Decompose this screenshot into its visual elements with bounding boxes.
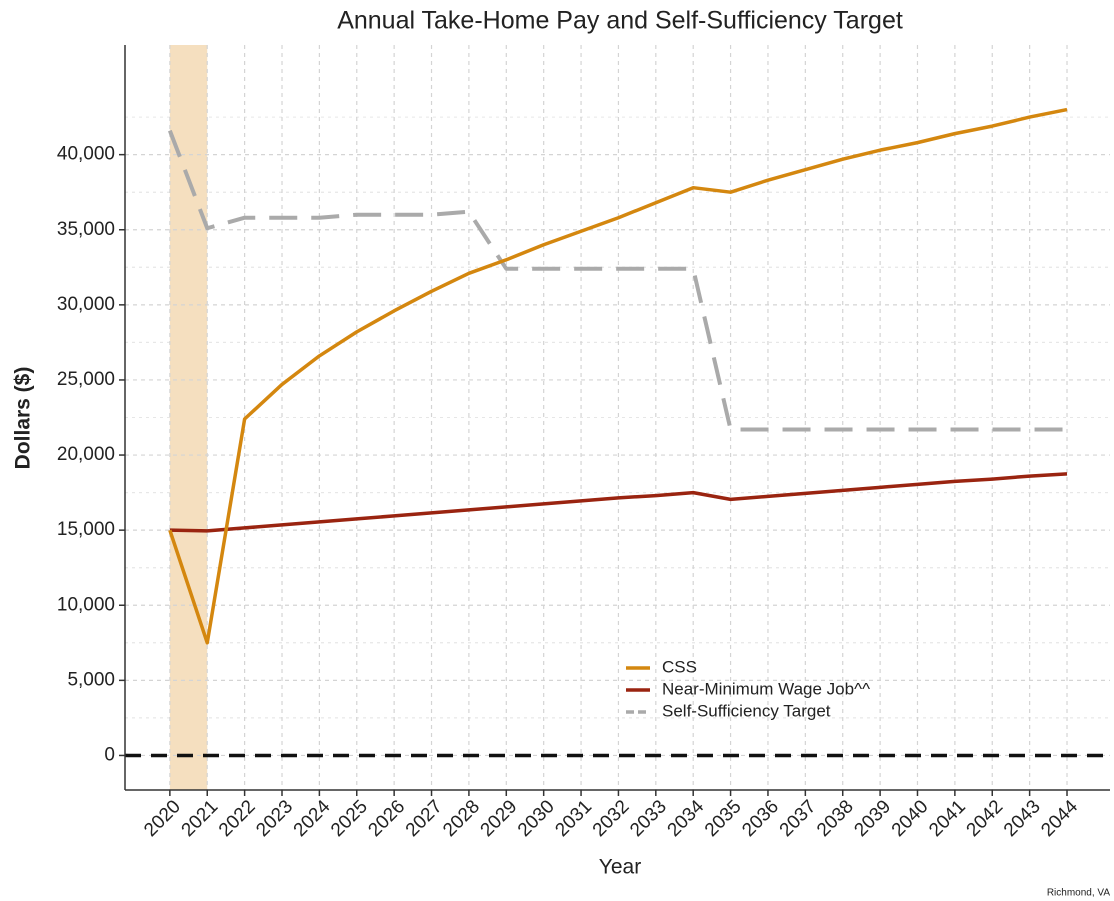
y-tick-label: 35,000 (57, 219, 115, 240)
x-tick-label: 2041 (925, 796, 970, 841)
x-tick-label: 2039 (850, 796, 895, 841)
x-tick-label: 2024 (290, 796, 335, 841)
x-tick-label: 2043 (1000, 796, 1045, 841)
x-tick-label: 2037 (776, 796, 821, 841)
x-tick-label: 2034 (664, 796, 709, 841)
x-tick-label: 2032 (589, 796, 634, 841)
x-tick-label: 2028 (439, 796, 484, 841)
x-tick-label: 2023 (252, 796, 297, 841)
x-tick-label: 2031 (551, 796, 596, 841)
y-tick-label: 25,000 (57, 369, 115, 390)
y-tick-label: 30,000 (57, 294, 115, 315)
x-tick-label: 2026 (364, 796, 409, 841)
x-tick-label: 2020 (140, 796, 185, 841)
caption: Richmond, VA (1047, 888, 1111, 899)
x-tick-label: 2021 (178, 796, 223, 841)
x-tick-label: 2038 (813, 796, 858, 841)
x-tick-label: 2036 (738, 796, 783, 841)
y-tick-label: 0 (104, 744, 115, 765)
x-tick-label: 2033 (626, 796, 671, 841)
y-tick-label: 40,000 (57, 144, 115, 165)
x-tick-label: 2035 (701, 796, 746, 841)
x-tick-label: 2029 (477, 796, 522, 841)
x-tick-label: 2027 (402, 796, 447, 841)
legend-label: CSS (662, 657, 697, 676)
highlight-band (169, 45, 208, 790)
series-line (168, 107, 1068, 645)
x-tick-label: 2040 (888, 796, 933, 841)
x-tick-label: 2044 (1037, 796, 1082, 841)
x-axis-title: Year (599, 856, 641, 879)
y-tick-label: 5,000 (67, 669, 115, 690)
series-line (167, 129, 1068, 432)
y-tick-label: 15,000 (57, 519, 115, 540)
x-tick-label: 2030 (514, 796, 559, 841)
series-line (169, 472, 1068, 533)
x-tick-label: 2042 (963, 796, 1008, 841)
legend-label: Self-Sufficiency Target (662, 701, 831, 720)
chart-title: Annual Take-Home Pay and Self-Sufficienc… (337, 7, 903, 35)
x-tick-label: 2025 (327, 796, 372, 841)
y-tick-label: 10,000 (57, 594, 115, 615)
legend-label: Near-Minimum Wage Job^^ (662, 679, 870, 698)
y-axis-title: Dollars ($) (12, 367, 35, 470)
x-tick-label: 2022 (215, 796, 260, 841)
y-tick-label: 20,000 (57, 444, 115, 465)
